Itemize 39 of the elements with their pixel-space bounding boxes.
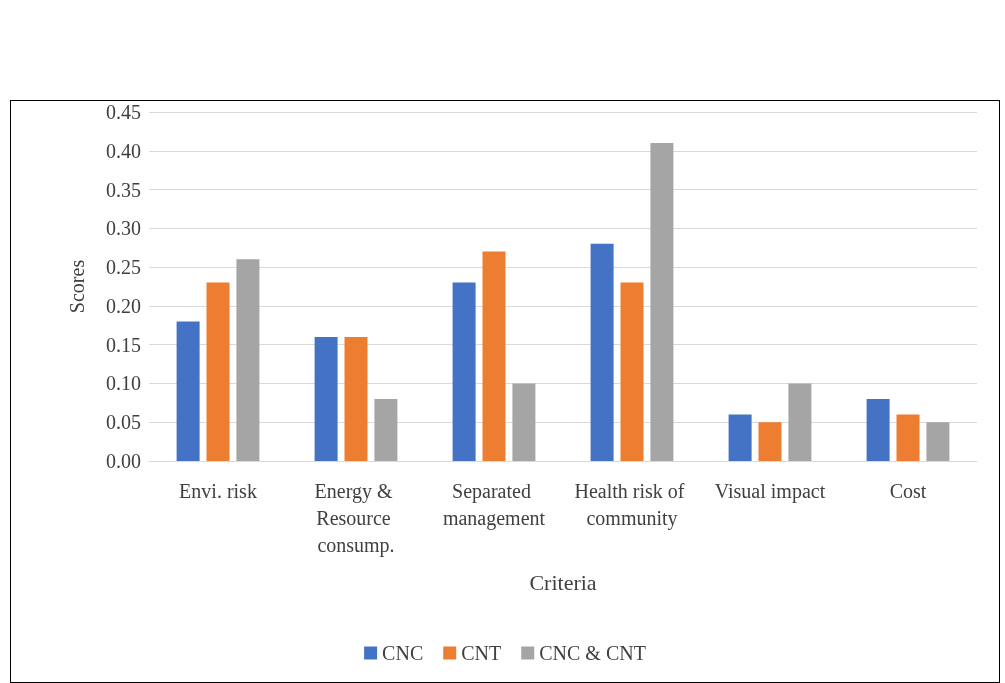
y-tick-label: 0.40	[106, 139, 141, 162]
x-tick-label: Visual impact	[714, 479, 826, 503]
y-tick-label: 0.10	[106, 372, 141, 395]
bar	[374, 398, 398, 461]
legend-label: CNC	[382, 642, 424, 664]
legend-label: CNT	[461, 642, 502, 664]
x-tick-label: Cost	[889, 479, 927, 502]
y-tick-label: 0.20	[106, 294, 141, 317]
y-tick-label: 0.35	[106, 178, 141, 201]
y-tick-label: 0.00	[106, 450, 141, 472]
bar	[896, 414, 920, 461]
y-tick-label: 0.30	[106, 217, 141, 240]
x-tick-label: Energy & Resource consump.	[314, 479, 398, 557]
x-axis-title: Criteria	[529, 569, 597, 595]
legend-label: CNC & CNT	[539, 642, 646, 664]
x-tick-label: Envi. risk	[179, 479, 257, 502]
y-tick-label: 0.05	[106, 411, 141, 434]
x-tick-label: Separated management	[442, 479, 546, 530]
bar	[650, 143, 674, 461]
bar	[314, 336, 338, 461]
bar	[512, 383, 536, 461]
bar	[728, 414, 752, 461]
y-tick-label: 0.25	[106, 256, 141, 279]
x-tick-label: Health risk of community	[574, 479, 690, 530]
bar	[452, 282, 476, 461]
bar	[758, 422, 782, 461]
y-tick-label: 0.45	[106, 101, 141, 123]
bar	[176, 321, 200, 461]
bar	[344, 336, 368, 461]
y-tick-label: 0.15	[106, 333, 141, 356]
bar	[206, 282, 230, 461]
bar	[236, 259, 260, 461]
y-axis-title: Scores	[66, 259, 88, 314]
bar	[482, 251, 506, 461]
bar	[620, 282, 644, 461]
bar	[926, 422, 950, 461]
bar	[788, 383, 812, 461]
bar	[590, 243, 614, 461]
bar	[866, 398, 890, 461]
